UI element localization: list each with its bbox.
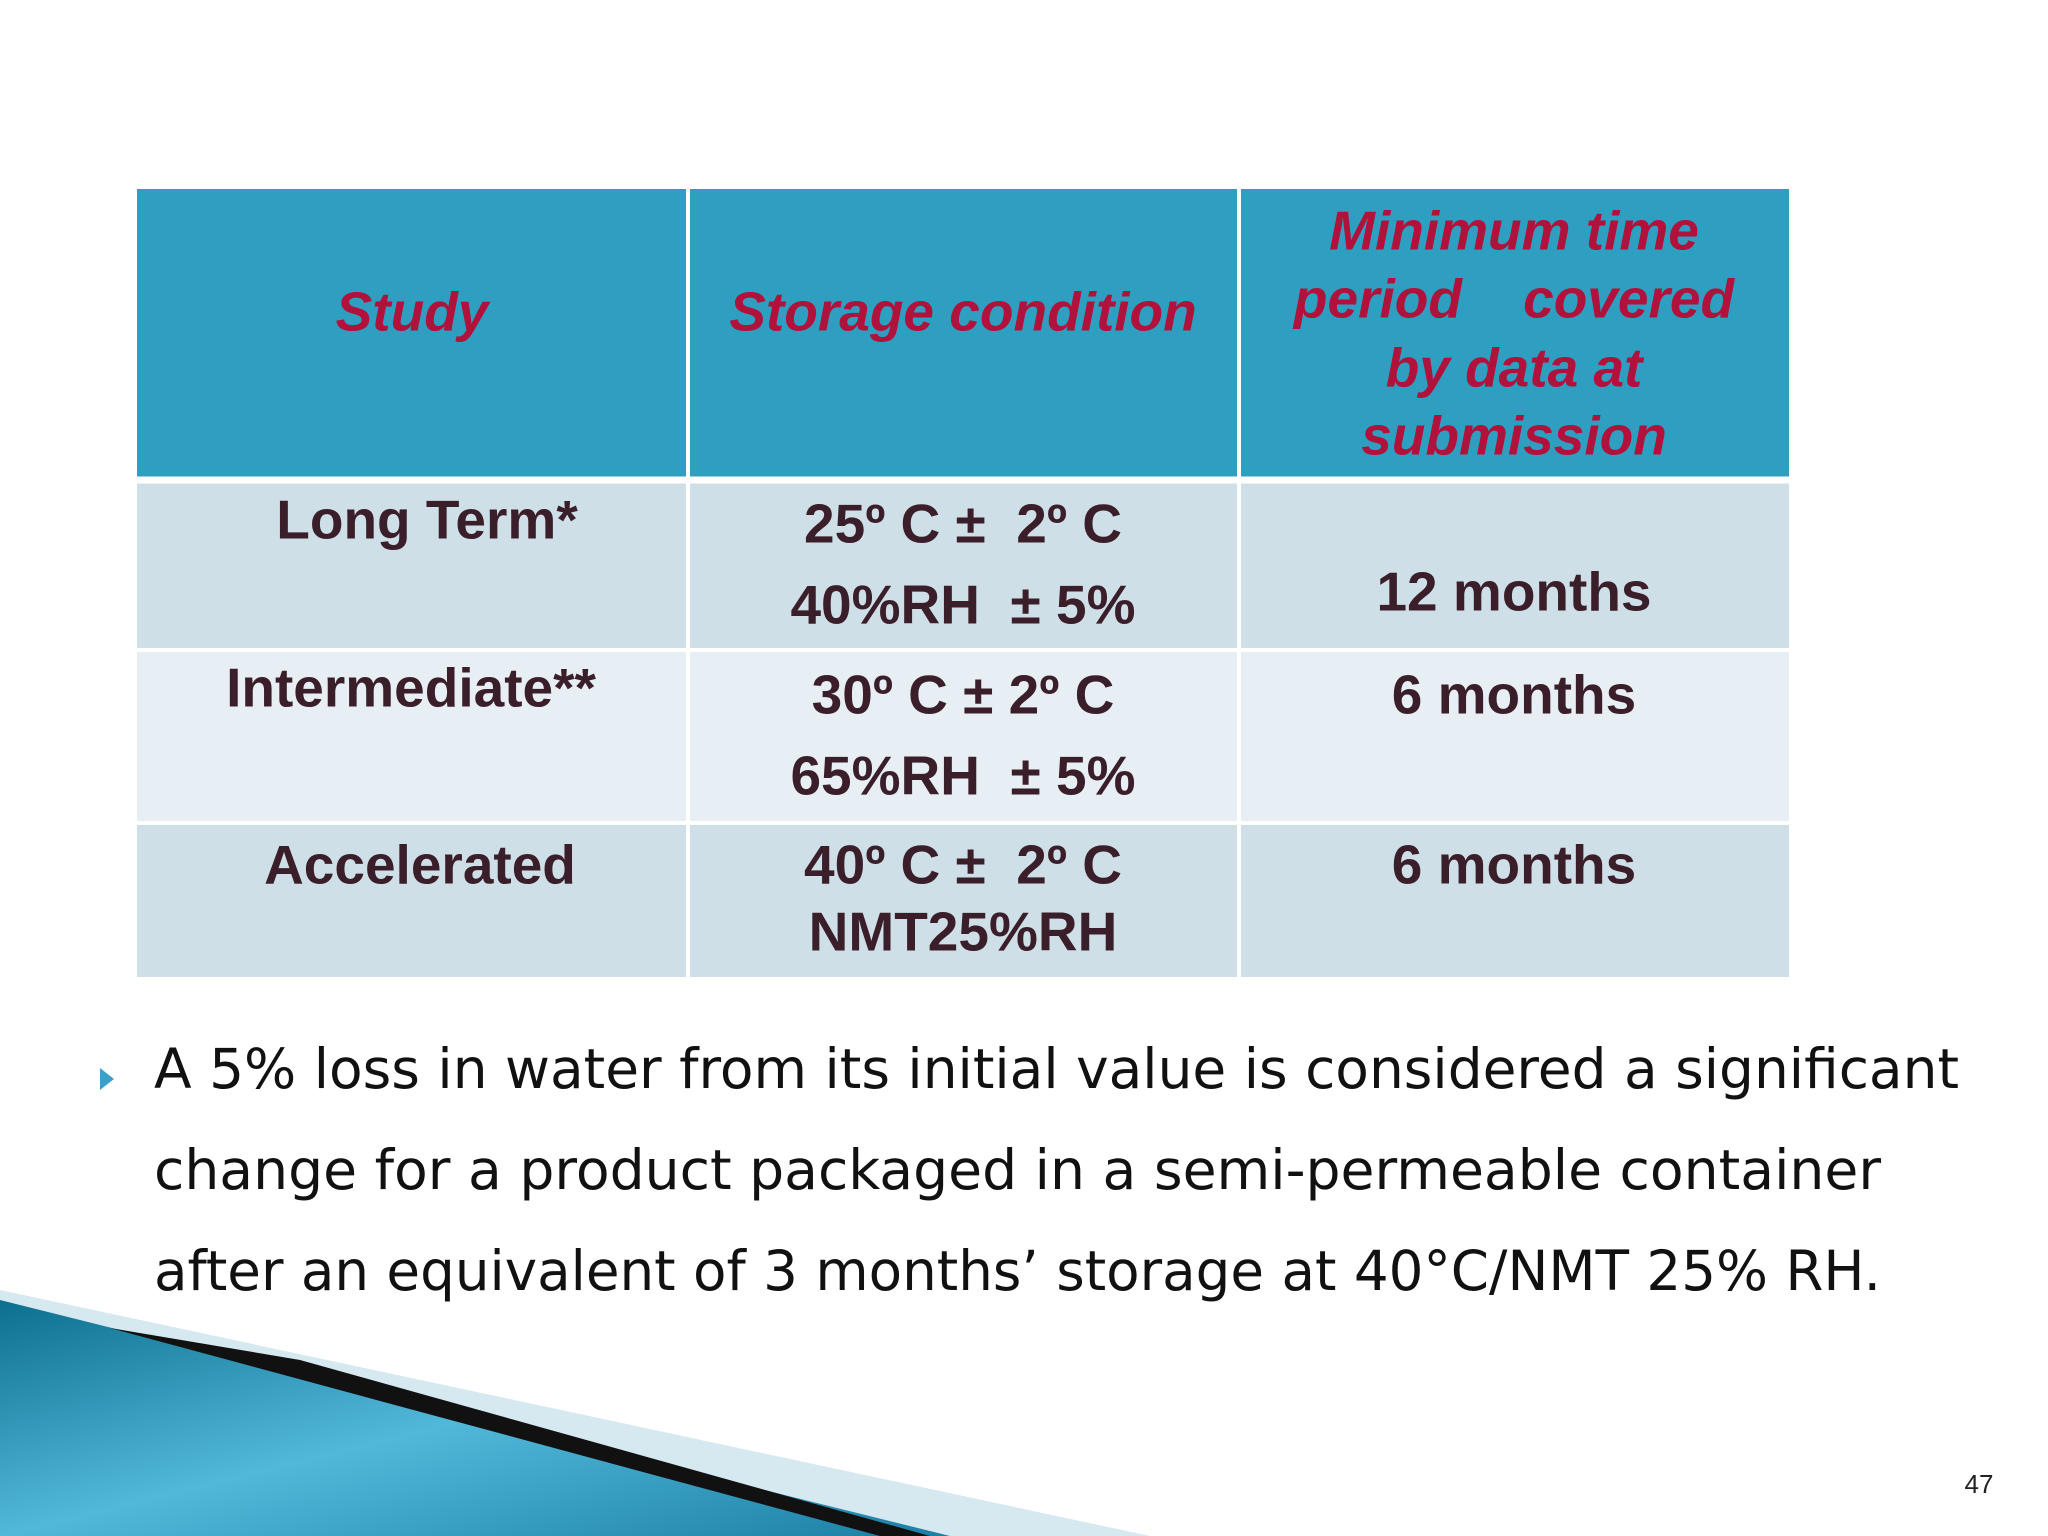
table: Study Storage condition Minimum time per…: [137, 189, 1789, 977]
cell: 40º C ± 2º C: [804, 834, 1122, 896]
cell: Accelerated: [264, 834, 576, 896]
header-cell: by data at: [1386, 337, 1645, 399]
decoration: [0, 1290, 1150, 1536]
bullet-marker: [100, 1068, 114, 1090]
header-cell: Study: [336, 281, 491, 343]
cell: 6 months: [1392, 834, 1636, 896]
row: [137, 478, 1789, 650]
cell: 40%RH ± 5%: [790, 574, 1135, 636]
grid: [137, 189, 1789, 977]
cell: 25º C ± 2º C: [804, 493, 1122, 555]
row: [137, 823, 1789, 977]
bullet-text: A 5% loss in water from its initial valu…: [154, 1037, 1959, 1101]
bullet-text: after an equivalent of 3 months’ storage…: [154, 1239, 1881, 1303]
cell: 65%RH ± 5%: [790, 745, 1135, 807]
page-number: 47: [1965, 1469, 1994, 1499]
cell: Intermediate**: [226, 657, 596, 719]
cell: 12 months: [1376, 561, 1651, 623]
header-cell: Minimum time: [1329, 200, 1699, 262]
cell: 30º C ± 2º C: [812, 664, 1115, 726]
row: [137, 650, 1789, 823]
cell: NMT25%RH: [809, 901, 1118, 963]
header-cell: Storage condition: [729, 281, 1197, 343]
cell: 6 months: [1392, 664, 1636, 726]
bullet-text: change for a product packaged in a semi-…: [154, 1138, 1881, 1202]
header-row: [137, 189, 1789, 478]
header-cell: period covered: [1292, 268, 1736, 330]
cell: Long Term*: [276, 489, 578, 551]
header-cell: submission: [1361, 405, 1667, 467]
